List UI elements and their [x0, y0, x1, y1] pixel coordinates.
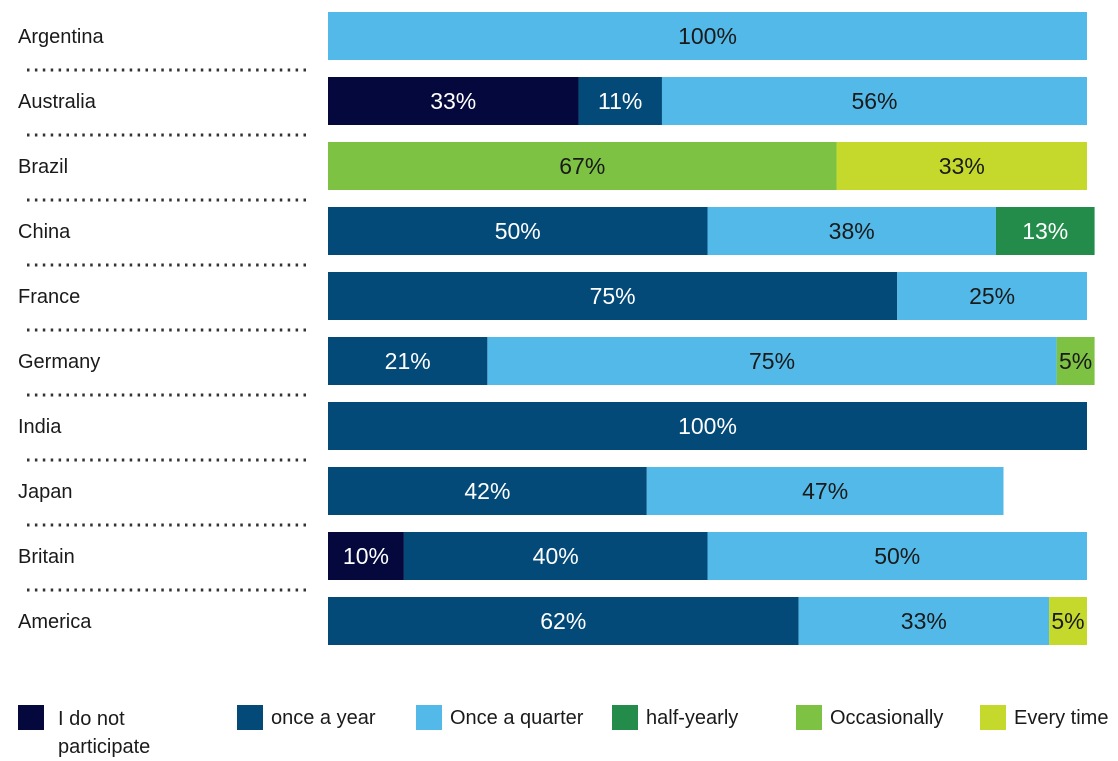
legend-swatch — [416, 705, 442, 730]
category-label-brazil: Brazil — [18, 156, 68, 178]
data-label: 62% — [540, 608, 586, 634]
plot-area: Argentina 100% Australia 33% 11% 56% Brazil 67%… — [18, 12, 1095, 645]
bar-america-every-time — [1049, 597, 1087, 645]
category-label-britain: Britain — [18, 546, 75, 568]
bar-britain-once-a-year — [403, 532, 708, 580]
bar-australia-once-a-quarter — [661, 77, 1087, 125]
legend-swatch — [18, 705, 44, 730]
category-label-japan: Japan — [18, 481, 73, 503]
data-label: 100% — [678, 23, 737, 49]
bar-china-once-a-quarter — [707, 207, 996, 255]
data-label: 11% — [598, 88, 642, 114]
data-label: 75% — [590, 283, 636, 309]
data-label: 13% — [1022, 218, 1068, 244]
bar-america-once-a-year — [328, 597, 799, 645]
legend-label: half-yearly — [646, 707, 739, 729]
data-label: 33% — [901, 608, 947, 634]
bar-japan-once-a-year — [328, 467, 647, 515]
bar-india-once-a-year — [328, 402, 1087, 450]
legend-label: I do not participate — [58, 708, 151, 758]
legend-item-once-a-year: once a year — [237, 705, 376, 731]
data-label: 47% — [802, 478, 848, 504]
bar-china-half-yearly — [995, 207, 1095, 255]
bar-australia-i-do-not-participate — [328, 77, 579, 125]
legend-item-every-time: Every time — [980, 705, 1108, 731]
bar-britain-i-do-not-participate — [328, 532, 404, 580]
data-label: 5% — [1051, 608, 1084, 634]
legend-item-once-a-quarter: Once a quarter — [416, 705, 583, 731]
bar-japan-once-a-quarter — [646, 467, 1004, 515]
legend-label: Once a quarter — [450, 707, 584, 729]
data-label: 100% — [678, 413, 737, 439]
legend-item-not-participate: I do not participate — [18, 705, 208, 761]
legend-swatch — [796, 705, 822, 730]
legend-item-half-yearly: half-yearly — [612, 705, 738, 731]
category-label-australia: Australia — [18, 91, 97, 113]
bar-australia-once-a-year — [578, 77, 662, 125]
category-label-france: France — [18, 286, 80, 308]
data-label: 75% — [749, 348, 795, 374]
bar-brazil-occasionally — [328, 142, 837, 190]
legend-label: Occasionally — [830, 707, 944, 729]
bar-germany-occasionally — [1056, 337, 1095, 385]
category-label-germany: Germany — [18, 351, 100, 373]
data-label: 42% — [464, 478, 510, 504]
data-label: 56% — [851, 88, 897, 114]
legend-label: once a year — [271, 707, 376, 729]
data-label: 40% — [533, 543, 579, 569]
data-label: 50% — [874, 543, 920, 569]
legend-item-occasionally: Occasionally — [796, 705, 943, 731]
legend-label: Every time — [1014, 707, 1109, 729]
legend-swatch — [237, 705, 263, 730]
data-label: 21% — [385, 348, 431, 374]
data-label: 50% — [495, 218, 541, 244]
data-label: 25% — [969, 283, 1015, 309]
bar-france-once-a-quarter — [897, 272, 1087, 320]
bar-germany-once-a-quarter — [487, 337, 1057, 385]
bar-america-once-a-quarter — [798, 597, 1050, 645]
category-label-america: America — [18, 611, 92, 633]
bar-china-once-a-year — [328, 207, 708, 255]
bar-argentina-once-a-quarter — [328, 12, 1087, 60]
legend: I do not participate once a year Once a … — [18, 705, 1118, 758]
bar-france-once-a-year — [328, 272, 898, 320]
bar-britain-once-a-quarter — [707, 532, 1087, 580]
data-label: 33% — [430, 88, 476, 114]
data-label: 67% — [559, 153, 605, 179]
category-label-argentina: Argentina — [18, 26, 104, 48]
category-label-china: China — [18, 221, 71, 243]
data-label: 5% — [1059, 348, 1092, 374]
legend-swatch — [980, 705, 1006, 730]
data-label: 38% — [829, 218, 875, 244]
category-label-india: India — [18, 416, 62, 438]
bar-brazil-every-time — [836, 142, 1087, 190]
data-label: 10% — [343, 543, 389, 569]
bar-germany-once-a-year — [328, 337, 488, 385]
data-label: 33% — [939, 153, 985, 179]
legend-swatch — [612, 705, 638, 730]
